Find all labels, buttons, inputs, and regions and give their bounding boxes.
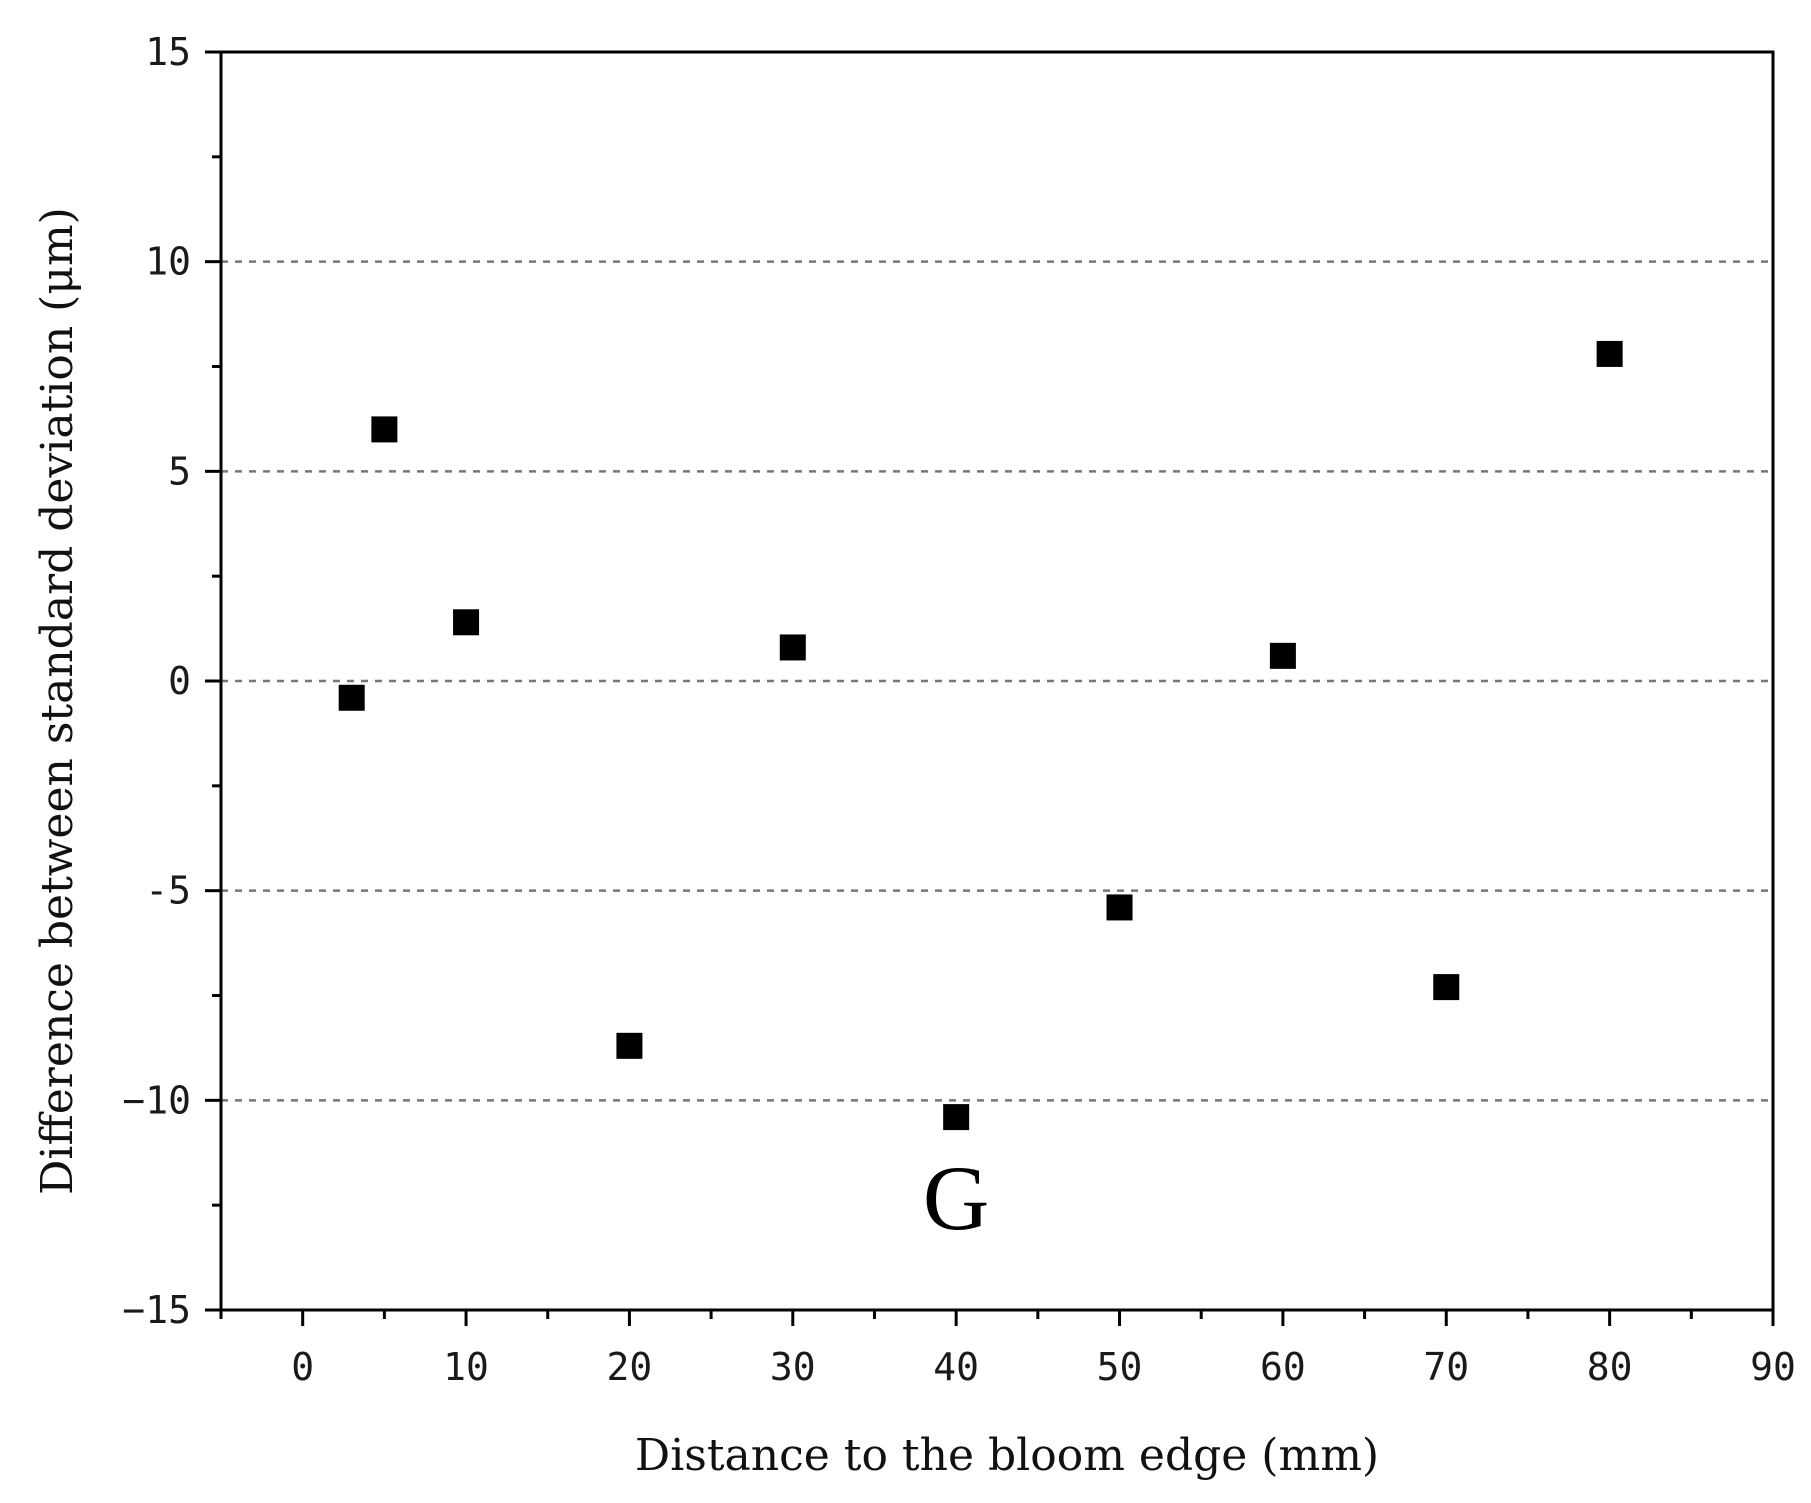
y-tick-label: 15 (145, 30, 191, 74)
y-axis-ticks: −15 −10 -5 0 5 10 15 (122, 30, 221, 1332)
data-point (1106, 894, 1133, 921)
x-axis-title: Distance to the bloom edge (mm) (635, 1430, 1379, 1481)
y-tick-label: -5 (145, 869, 191, 913)
y-tick-label: 10 (145, 240, 191, 284)
data-point (779, 634, 806, 661)
data-point (943, 1104, 970, 1131)
data-point (1269, 642, 1296, 669)
x-tick-label: 90 (1750, 1345, 1796, 1389)
data-points (338, 340, 1623, 1131)
data-point (338, 684, 365, 711)
data-point (1596, 340, 1623, 367)
x-tick-label: 40 (933, 1345, 979, 1389)
data-point (616, 1032, 643, 1059)
x-tick-label: 50 (1097, 1345, 1143, 1389)
y-tick-label: 5 (168, 449, 191, 493)
x-tick-label: 30 (770, 1345, 816, 1389)
y-tick-label: 0 (168, 659, 191, 703)
x-tick-label: 70 (1423, 1345, 1469, 1389)
y-tick-label: −10 (122, 1078, 191, 1122)
x-tick-label: 60 (1260, 1345, 1306, 1389)
x-tick-label: 80 (1587, 1345, 1633, 1389)
x-tick-label: 10 (443, 1345, 489, 1389)
grid-lines (221, 260, 1773, 1102)
x-tick-label: 0 (291, 1345, 314, 1389)
y-axis-title: Difference between standard deviation (μ… (32, 207, 83, 1195)
data-point (453, 609, 480, 636)
panel-label: G (923, 1147, 989, 1249)
x-tick-label: 20 (607, 1345, 653, 1389)
x-axis-ticks: 0 10 20 30 40 50 60 70 80 90 (219, 1310, 1796, 1389)
data-point (1433, 974, 1460, 1001)
y-tick-label: −15 (122, 1288, 191, 1332)
data-point (371, 416, 398, 443)
